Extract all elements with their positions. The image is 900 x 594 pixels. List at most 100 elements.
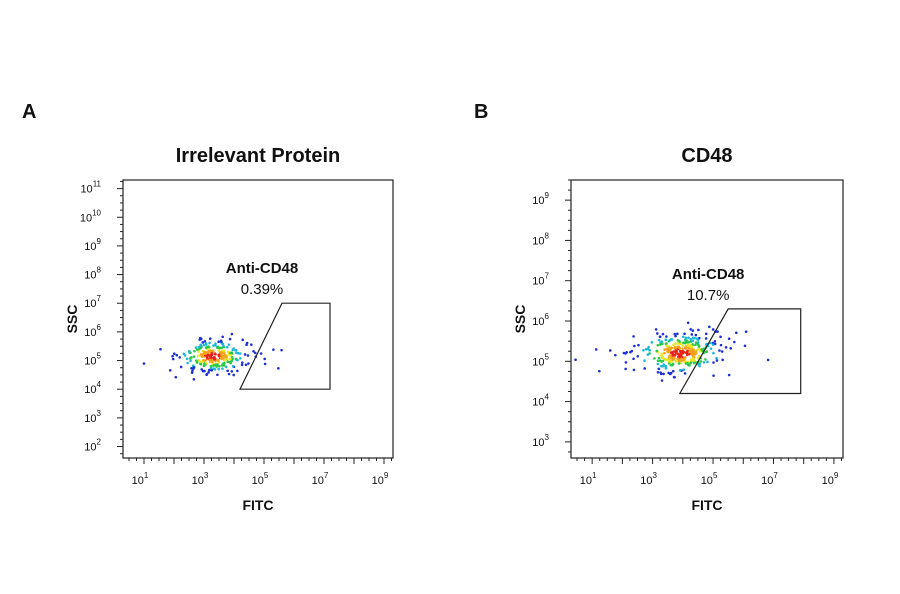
event-dot xyxy=(656,332,659,335)
event-dot xyxy=(676,357,679,361)
event-dot xyxy=(680,359,683,363)
event-dot xyxy=(142,362,146,365)
event-dot xyxy=(719,343,723,347)
event-dot xyxy=(644,348,648,351)
event-dot xyxy=(189,351,192,354)
event-dot xyxy=(667,360,671,363)
x-tick-label: 109 xyxy=(822,471,839,487)
event-dot xyxy=(203,340,207,343)
plot-frame xyxy=(570,179,844,459)
event-dot xyxy=(236,358,239,362)
event-dot xyxy=(668,355,672,358)
event-dot xyxy=(223,361,226,365)
event-dot xyxy=(704,343,708,346)
event-dot xyxy=(686,343,689,346)
event-dot xyxy=(660,379,664,382)
x-axis-label: FITC xyxy=(242,497,273,513)
event-dot xyxy=(259,352,263,355)
event-dot xyxy=(727,373,731,377)
event-dot xyxy=(655,349,659,353)
event-dot xyxy=(229,357,232,361)
event-dot xyxy=(205,373,208,377)
event-dot xyxy=(689,337,693,341)
event-dot xyxy=(221,367,224,370)
event-dot xyxy=(219,339,223,343)
event-dot xyxy=(694,350,698,354)
event-dot xyxy=(699,349,702,353)
event-dot xyxy=(687,346,690,350)
event-dot xyxy=(673,332,677,336)
event-dot xyxy=(678,368,682,372)
event-dot xyxy=(697,363,700,366)
event-dot xyxy=(222,351,226,355)
event-dot xyxy=(632,335,635,338)
event-dot xyxy=(252,349,255,353)
event-dot xyxy=(665,335,668,338)
event-dot xyxy=(223,349,226,353)
x-tick-label: 109 xyxy=(372,471,389,487)
event-dot xyxy=(662,363,666,366)
event-dot xyxy=(676,342,680,345)
event-dot xyxy=(666,358,669,361)
event-dot xyxy=(216,363,219,366)
event-dot xyxy=(699,360,703,363)
event-dot xyxy=(226,369,229,373)
event-dot xyxy=(682,358,685,362)
event-dot xyxy=(208,337,212,341)
event-dot xyxy=(209,364,213,368)
event-dot xyxy=(201,341,205,344)
event-dot xyxy=(656,343,660,347)
y-axis-label: SSC xyxy=(64,305,80,334)
event-dot xyxy=(221,335,224,339)
event-dot xyxy=(715,359,719,362)
event-dot xyxy=(202,343,206,347)
y-tick-label: 106 xyxy=(84,323,101,339)
y-tick-label: 108 xyxy=(84,266,101,282)
event-dot xyxy=(663,351,666,355)
event-dot xyxy=(174,375,178,379)
event-dot xyxy=(688,352,691,356)
event-dot xyxy=(179,365,183,369)
event-dot xyxy=(231,348,234,352)
event-dot xyxy=(684,362,688,365)
event-dot xyxy=(199,362,203,366)
event-dot xyxy=(674,342,677,345)
event-dot xyxy=(766,358,770,362)
event-dot xyxy=(698,336,701,340)
event-dot xyxy=(673,354,677,357)
event-dot xyxy=(679,342,682,346)
event-dot xyxy=(630,349,634,353)
x-tick-label: 105 xyxy=(252,471,269,487)
event-dot xyxy=(182,352,186,356)
event-dot xyxy=(690,345,693,349)
event-dot xyxy=(192,355,196,358)
event-dot xyxy=(614,353,617,357)
chart-title: Irrelevant Protein xyxy=(176,145,341,167)
event-dot xyxy=(661,342,664,346)
event-dot xyxy=(697,328,700,332)
y-tick-label: 103 xyxy=(532,433,549,449)
event-dot xyxy=(228,337,232,341)
event-dot xyxy=(683,332,686,336)
y-tick-label: 105 xyxy=(532,352,549,368)
event-dot xyxy=(657,356,661,360)
event-dot xyxy=(222,344,225,348)
event-dot xyxy=(272,348,275,351)
y-tick-label: 108 xyxy=(532,231,549,247)
event-dot xyxy=(683,372,687,375)
event-dot xyxy=(218,364,221,368)
event-dot xyxy=(230,370,234,373)
event-dot xyxy=(682,368,685,372)
event-dot xyxy=(664,365,667,368)
event-dot xyxy=(608,349,612,352)
event-dot xyxy=(189,359,192,362)
event-dot xyxy=(236,369,239,373)
event-dot xyxy=(704,358,707,361)
event-dot xyxy=(194,346,198,349)
event-dot xyxy=(632,368,636,372)
event-dot xyxy=(247,362,250,365)
event-dot xyxy=(231,365,235,368)
event-dot xyxy=(217,354,221,358)
event-dot xyxy=(694,343,697,347)
event-dot xyxy=(263,357,267,361)
